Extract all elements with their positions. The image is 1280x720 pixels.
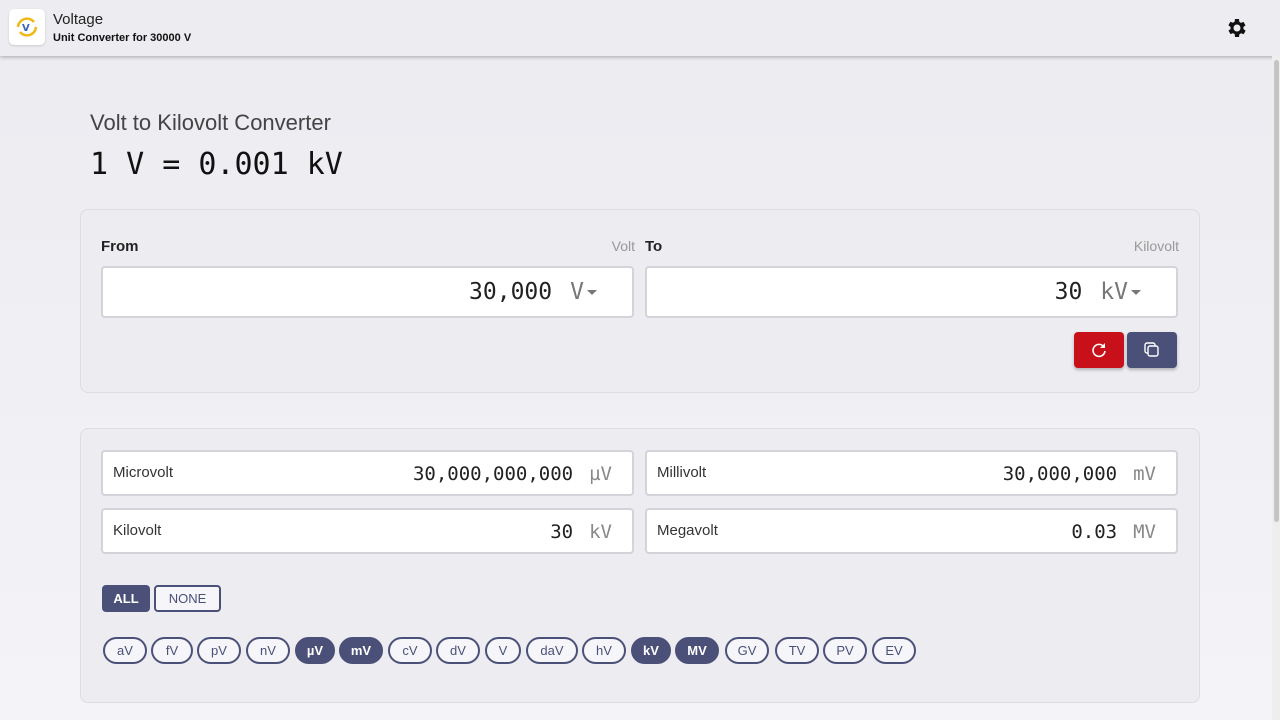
result-name: Kilovolt <box>113 522 162 539</box>
result-row: Millivolt 30,000,000 mV <box>645 450 1178 496</box>
scrollbar-thumb[interactable] <box>1274 60 1279 522</box>
unit-chip[interactable]: EV <box>872 637 916 664</box>
unit-chip[interactable]: GV <box>725 637 769 664</box>
unit-chip[interactable]: TV <box>775 637 819 664</box>
from-label: From <box>101 238 139 255</box>
refresh-icon <box>1092 343 1106 358</box>
unit-chip[interactable]: µV <box>295 637 335 664</box>
result-row: Megavolt 0.03 MV <box>645 508 1178 554</box>
from-unit-name: Volt <box>611 238 635 254</box>
result-name: Microvolt <box>113 464 174 481</box>
unit-chip[interactable]: mV <box>339 637 383 664</box>
unit-text: kV <box>589 521 612 543</box>
chevron-down-icon[interactable] <box>1131 290 1141 295</box>
gear-icon[interactable] <box>1224 16 1248 40</box>
to-value[interactable]: 30 <box>1054 279 1083 305</box>
app-title: Voltage <box>53 11 104 28</box>
unit-chip[interactable]: pV <box>197 637 241 664</box>
unit-chip[interactable]: hV <box>582 637 626 664</box>
chevron-down-icon[interactable] <box>587 290 597 295</box>
conversion-formula: 1 V = 0.001 kV <box>90 147 343 182</box>
value-text: 30,000,000,000 <box>412 463 574 485</box>
result-name: Millivolt <box>657 464 707 481</box>
unit-chip[interactable]: PV <box>823 637 867 664</box>
unit-chip[interactable]: daV <box>526 637 578 664</box>
unit-text: µV <box>589 463 612 485</box>
unit-chip[interactable]: kV <box>631 637 671 664</box>
from-unit-select[interactable]: V <box>570 279 584 305</box>
unit-chip[interactable]: nV <box>246 637 290 664</box>
page-title: Volt to Kilovolt Converter <box>90 110 331 135</box>
unit-chip[interactable]: fV <box>151 637 193 664</box>
value-text: 30,000,000 <box>1002 463 1118 485</box>
top-bar: V Voltage Unit Converter for 30000 V <box>0 0 1280 56</box>
select-none-button[interactable]: NONE <box>154 585 221 612</box>
unit-chip[interactable]: dV <box>436 637 480 664</box>
result-value[interactable]: 0.03 MV <box>1071 521 1156 543</box>
result-row: Microvolt 30,000,000,000 µV <box>101 450 634 496</box>
result-value[interactable]: 30 kV <box>550 521 612 543</box>
unit-chip[interactable]: cV <box>388 637 432 664</box>
copy-button[interactable] <box>1127 332 1177 368</box>
unit-chip[interactable]: V <box>485 637 521 664</box>
to-label: To <box>645 238 663 255</box>
unit-text: mV <box>1133 463 1156 485</box>
to-unit-name: Kilovolt <box>1133 238 1179 254</box>
copy-icon <box>1144 342 1159 357</box>
unit-text: MV <box>1133 521 1156 543</box>
select-all-button[interactable]: ALL <box>102 585 150 612</box>
to-input[interactable]: 30 kV <box>645 266 1178 318</box>
result-name: Megavolt <box>657 522 718 539</box>
result-value[interactable]: 30,000,000 mV <box>1003 463 1156 485</box>
from-value[interactable]: 30,000 <box>469 279 553 305</box>
to-unit-select[interactable]: kV <box>1100 279 1128 305</box>
value-text: 30 <box>550 521 574 543</box>
svg-text:V: V <box>22 23 30 34</box>
app-logo-icon: V <box>9 9 45 45</box>
reset-button[interactable] <box>1074 332 1124 368</box>
result-value[interactable]: 30,000,000,000 µV <box>413 463 612 485</box>
result-row: Kilovolt 30 kV <box>101 508 634 554</box>
unit-chip[interactable]: MV <box>675 637 719 664</box>
unit-chip[interactable]: aV <box>103 637 147 664</box>
from-input[interactable]: 30,000 V <box>101 266 634 318</box>
app-subtitle: Unit Converter for 30000 V <box>53 32 192 44</box>
value-text: 0.03 <box>1071 521 1118 543</box>
